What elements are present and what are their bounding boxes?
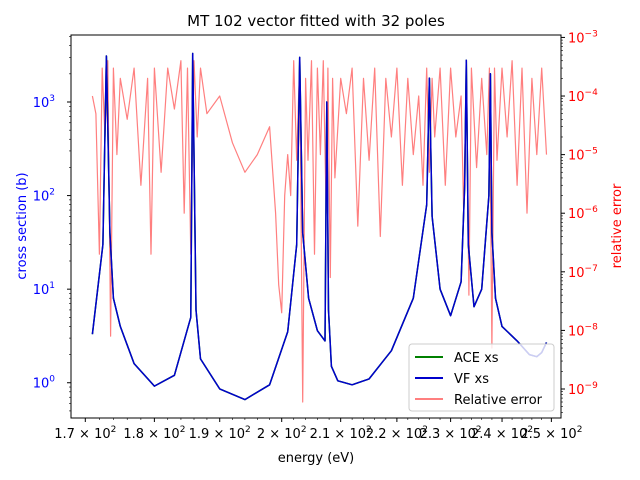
- y2-axis-label: relative error: [610, 183, 625, 268]
- y2-tick-label-6: 10−3: [568, 29, 598, 46]
- y2-tick-label-3: 10−6: [568, 205, 598, 222]
- series-layer: [91, 52, 548, 403]
- x-tick-label-7: 2.4 × 102: [471, 425, 533, 442]
- legend-frame: [408, 343, 555, 412]
- legend-label-error: Relative error: [454, 393, 543, 408]
- y2-tick-label-0: 10−9: [568, 381, 598, 398]
- x-tick-label-8: 2.5 × 102: [520, 425, 582, 442]
- x-tick-label-6: 2.3 × 102: [420, 425, 482, 442]
- y2-tick-label-5: 10−4: [568, 88, 598, 105]
- legend: ACE xs VF xs Relative error: [408, 343, 555, 412]
- vf-xs-line: [91, 52, 548, 401]
- x-tick-label-5: 2.2 × 102: [366, 425, 428, 442]
- y2-tick-label-2: 10−7: [568, 264, 598, 281]
- axes-layer: 1.7 × 102 1.8 × 102 1.9 × 102 2 × 102 2.1 × …: [33, 29, 598, 442]
- x-tick-label-3: 2 × 102: [257, 425, 307, 442]
- y-axis-label: cross section (b): [15, 172, 30, 279]
- legend-label-vf: VF xs: [454, 372, 489, 387]
- x-tick-label-0: 1.7 × 102: [54, 425, 116, 442]
- legend-label-ace: ACE xs: [454, 351, 499, 366]
- y2-tick-label-1: 10−8: [568, 322, 598, 339]
- x-tick-label-4: 2.1 × 102: [310, 425, 372, 442]
- y-tick-label-0: 100: [33, 375, 56, 392]
- y-tick-label-1: 101: [33, 281, 55, 298]
- chart-title: MT 102 vector fitted with 32 poles: [187, 12, 445, 30]
- x-tick-label-2: 1.9 × 102: [189, 425, 251, 442]
- x-tick-label-1: 1.8 × 102: [123, 425, 185, 442]
- y-tick-label-2: 102: [33, 188, 55, 205]
- x-axis-label: energy (eV): [278, 451, 354, 466]
- y2-tick-label-4: 10−5: [568, 147, 598, 164]
- y-tick-label-3: 103: [33, 94, 55, 111]
